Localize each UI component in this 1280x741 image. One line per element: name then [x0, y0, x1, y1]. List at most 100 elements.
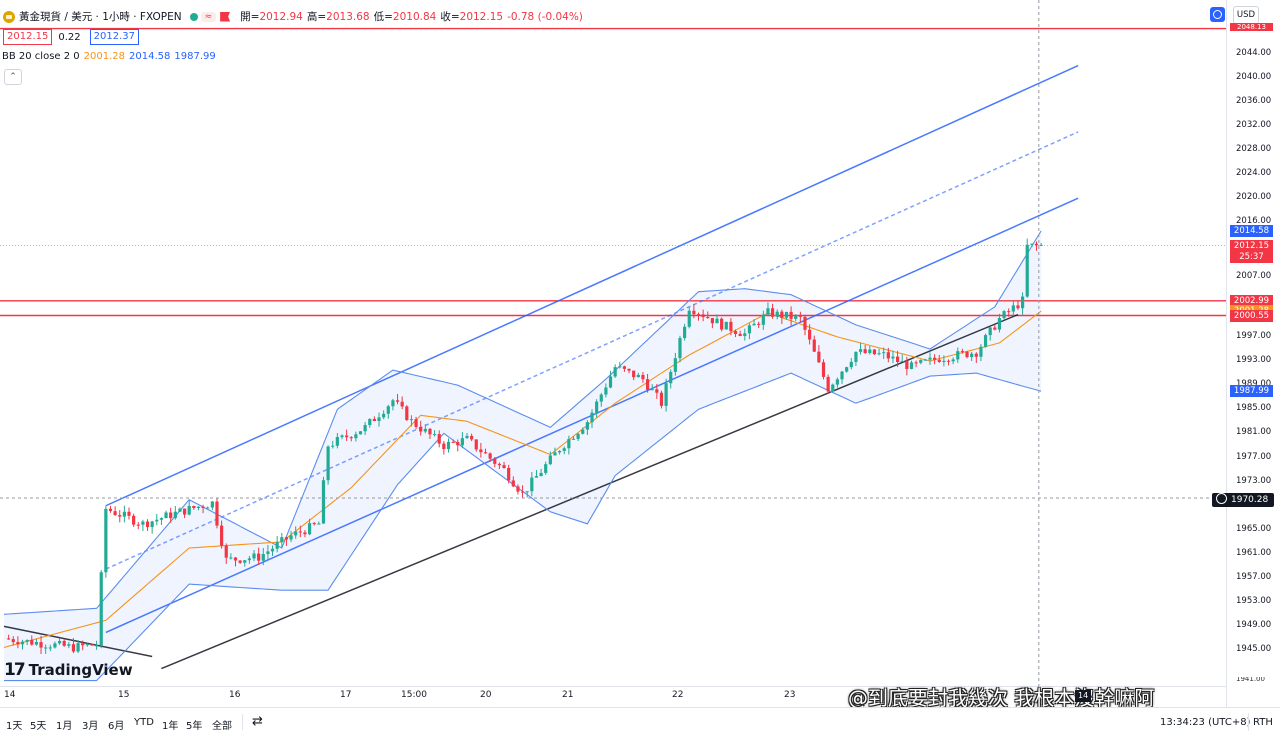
session-button[interactable]: RTH: [1253, 717, 1273, 728]
bb-basis-line: [3, 310, 1042, 649]
candle: [956, 347, 960, 363]
candle-body: [99, 572, 103, 646]
candle-body: [507, 468, 511, 481]
candle-body: [715, 318, 719, 324]
candle: [437, 430, 441, 448]
ohlc-close-key: 收: [440, 11, 451, 23]
candle: [960, 348, 965, 354]
candle: [835, 377, 839, 388]
range-3m-button[interactable]: 3月: [82, 721, 99, 732]
range-1d-button[interactable]: 1天: [6, 721, 23, 732]
candle: [548, 451, 552, 466]
candle-body: [687, 310, 691, 327]
candle: [882, 347, 886, 359]
range-ytd-button[interactable]: YTD: [134, 717, 154, 728]
candle-body: [372, 418, 376, 421]
candle: [474, 439, 478, 452]
candle-body: [493, 458, 497, 464]
candle-body: [1002, 311, 1006, 319]
indicator-legend[interactable]: BB 20 close 2 0 2001.28 2014.58 1987.99: [0, 51, 216, 62]
candle-body: [710, 318, 714, 324]
range-6m-button[interactable]: 6月: [108, 721, 125, 732]
approx-badge[interactable]: ≈: [200, 11, 217, 22]
currency-select[interactable]: USD: [1233, 6, 1259, 24]
candle-body: [636, 374, 640, 378]
candle-body: [784, 311, 789, 318]
candle: [303, 529, 307, 538]
price-tick-label: 1965.00: [1236, 523, 1272, 534]
range-all-button[interactable]: 全部: [212, 721, 232, 732]
candle: [252, 550, 256, 562]
buy-price-button[interactable]: 2012.37: [89, 29, 139, 45]
bb-lower-value: 1987.99: [174, 51, 216, 62]
flag-icon[interactable]: [220, 11, 231, 22]
time-tick-label: 20: [480, 690, 492, 700]
candle: [233, 556, 238, 567]
candle: [729, 318, 733, 336]
candle: [1039, 242, 1043, 247]
candle-body: [326, 446, 330, 481]
candle-body: [164, 512, 168, 519]
candle-body: [1025, 244, 1029, 297]
candle: [974, 352, 978, 364]
candle-body: [590, 412, 594, 423]
candle: [766, 302, 770, 317]
candle: [525, 491, 529, 498]
sell-price-button[interactable]: 2012.15: [3, 29, 53, 45]
collapse-legend-button[interactable]: ⌃: [4, 69, 22, 85]
candle: [132, 513, 136, 528]
candle: [895, 350, 900, 367]
candle: [627, 368, 631, 374]
candle: [868, 346, 872, 355]
symbol-title[interactable]: 黃金現貨 / 美元 · 1小時 · FXOPEN: [19, 11, 182, 23]
candle-body: [210, 501, 214, 508]
candle: [928, 352, 932, 365]
range-5y-button[interactable]: 5年: [186, 721, 203, 732]
candle-body: [655, 389, 659, 393]
tradingview-logo[interactable]: 17 TradingView: [4, 660, 133, 680]
candle-body: [983, 335, 988, 347]
candle-body: [488, 453, 492, 459]
top-line-price-tag: 2048.13: [1230, 23, 1273, 31]
candle-body: [576, 433, 580, 439]
candle-body: [233, 557, 238, 561]
candle: [95, 640, 99, 650]
clock[interactable]: 13:34:23 (UTC+8): [1160, 717, 1251, 728]
candle: [363, 422, 367, 435]
candle-body: [678, 338, 682, 359]
chevron-up-icon: ⌃: [9, 72, 17, 82]
spread-value: 0.22: [58, 31, 81, 43]
candle-body: [608, 376, 613, 388]
candle-body: [798, 315, 802, 317]
candle-body: [446, 441, 451, 450]
candle-body: [20, 641, 25, 645]
candle-body: [965, 351, 969, 358]
candle-body: [182, 508, 187, 515]
candle-body: [238, 560, 242, 563]
candle-body: [104, 508, 108, 573]
candle-body: [808, 329, 812, 340]
candle-body: [882, 352, 886, 354]
candle: [62, 638, 66, 647]
range-5d-button[interactable]: 5天: [30, 721, 47, 732]
candle: [354, 431, 358, 442]
range-1m-button[interactable]: 1月: [56, 721, 73, 732]
calendar-range-icon[interactable]: ⇄: [252, 714, 263, 729]
range-1y-button[interactable]: 1年: [162, 721, 179, 732]
candle: [683, 323, 687, 341]
candle-body: [95, 645, 99, 647]
candle: [516, 484, 520, 495]
candle-body: [854, 351, 858, 362]
crosshair-price-tag[interactable]: 1970.28: [1212, 493, 1274, 507]
candle-body: [136, 524, 140, 526]
candle-body: [196, 506, 201, 508]
candle: [307, 518, 312, 536]
sync-icon[interactable]: [1210, 7, 1225, 22]
candle-body: [558, 450, 562, 453]
candle: [780, 309, 784, 324]
candle: [159, 517, 164, 526]
candle-body: [460, 438, 464, 446]
price-chart[interactable]: [0, 0, 1280, 707]
indicator-name[interactable]: BB 20 close 2 0: [2, 51, 80, 62]
candle-body: [706, 317, 710, 319]
